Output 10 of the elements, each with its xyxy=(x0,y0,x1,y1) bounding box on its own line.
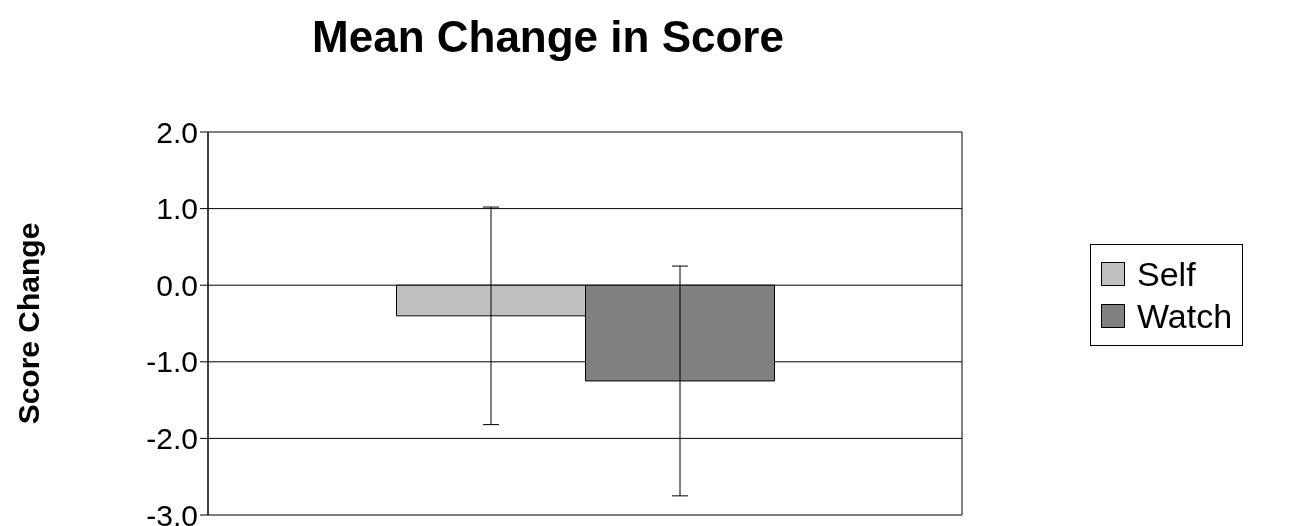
y-tick-label: 1.0 xyxy=(156,192,198,226)
y-tick-label: 2.0 xyxy=(156,115,198,149)
y-axis-title: Score Change xyxy=(11,222,45,425)
chart-title: Mean Change in Score xyxy=(311,12,785,62)
y-tick-label: 0.0 xyxy=(156,268,198,302)
legend-label: Watch xyxy=(1137,296,1233,336)
y-tick-label: -1.0 xyxy=(146,345,198,379)
y-tick-label: -2.0 xyxy=(146,422,198,456)
legend-label: Self xyxy=(1137,254,1196,294)
y-tick-label: -3.0 xyxy=(146,498,198,526)
